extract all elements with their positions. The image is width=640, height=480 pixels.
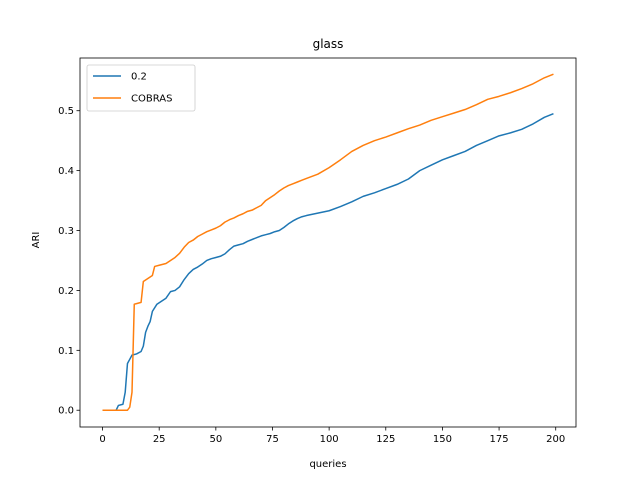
x-axis: 0 25 50 75 100 125 150 175 200	[99, 427, 565, 445]
x-tick-label: 150	[433, 434, 452, 445]
x-tick-label: 50	[209, 434, 222, 445]
legend-label-0: 0.2	[131, 72, 147, 83]
x-tick-label: 200	[546, 434, 565, 445]
plot-frame	[79, 57, 577, 428]
x-tick-label: 25	[153, 434, 166, 445]
y-tick-label: 0.2	[58, 286, 74, 297]
x-tick-label: 75	[266, 434, 279, 445]
x-axis-label: queries	[309, 459, 346, 470]
x-tick-label: 0	[99, 434, 105, 445]
x-tick-label: 175	[490, 434, 509, 445]
y-axis: 0.0 0.1 0.2 0.3 0.4 0.5	[58, 106, 80, 417]
y-axis-label: ARI	[31, 232, 42, 249]
y-tick-label: 0.3	[58, 226, 74, 237]
y-tick-label: 0.5	[58, 106, 74, 117]
legend: 0.2 COBRAS	[86, 64, 196, 112]
chart-title: glass	[313, 37, 344, 51]
y-tick-label: 0.0	[58, 406, 74, 417]
x-tick-label: 100	[320, 434, 339, 445]
plot-area	[79, 57, 577, 428]
legend-label-1: COBRAS	[131, 94, 172, 105]
y-tick-label: 0.4	[58, 166, 74, 177]
series-line-0	[102, 113, 554, 411]
y-tick-label: 0.1	[58, 346, 74, 357]
x-tick-label: 125	[376, 434, 395, 445]
series-line-1	[102, 73, 554, 411]
